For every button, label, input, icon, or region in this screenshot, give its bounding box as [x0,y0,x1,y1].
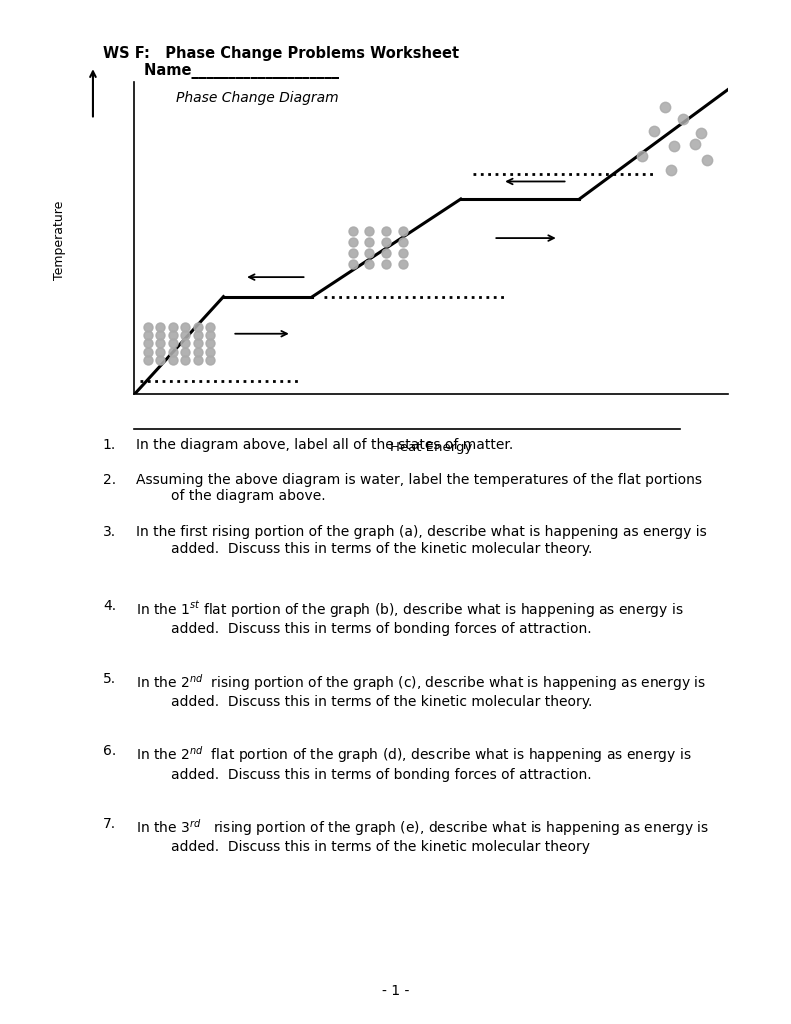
Text: Temperature: Temperature [53,201,66,281]
Text: 6.: 6. [103,744,116,759]
Text: 1.: 1. [103,438,116,453]
Text: Phase Change Diagram: Phase Change Diagram [176,91,339,105]
Text: 4.: 4. [103,599,116,613]
Text: In the diagram above, label all of the states of matter.: In the diagram above, label all of the s… [136,438,513,453]
Text: Assuming the above diagram is water, label the temperatures of the flat portions: Assuming the above diagram is water, lab… [136,473,702,503]
Text: In the 3$^{rd}$   rising portion of the graph (e), describe what is happening as: In the 3$^{rd}$ rising portion of the gr… [136,817,710,854]
Text: 3.: 3. [103,525,116,540]
Text: 2.: 2. [103,473,116,487]
Text: In the first rising portion of the graph (a), describe what is happening as ener: In the first rising portion of the graph… [136,525,707,555]
Text: 5.: 5. [103,672,116,686]
Text: - 1 -: - 1 - [382,984,409,998]
Text: In the 2$^{nd}$  flat portion of the graph (d), describe what is happening as en: In the 2$^{nd}$ flat portion of the grap… [136,744,691,781]
Text: Name____________________: Name____________________ [103,63,339,80]
Text: In the 2$^{nd}$  rising portion of the graph (c), describe what is happening as : In the 2$^{nd}$ rising portion of the gr… [136,672,706,709]
Text: WS F:   Phase Change Problems Worksheet: WS F: Phase Change Problems Worksheet [103,46,459,61]
Text: 7.: 7. [103,817,116,831]
Text: Heat Energy: Heat Energy [390,441,472,454]
Text: In the 1$^{st}$ flat portion of the graph (b), describe what is happening as ene: In the 1$^{st}$ flat portion of the grap… [136,599,683,636]
